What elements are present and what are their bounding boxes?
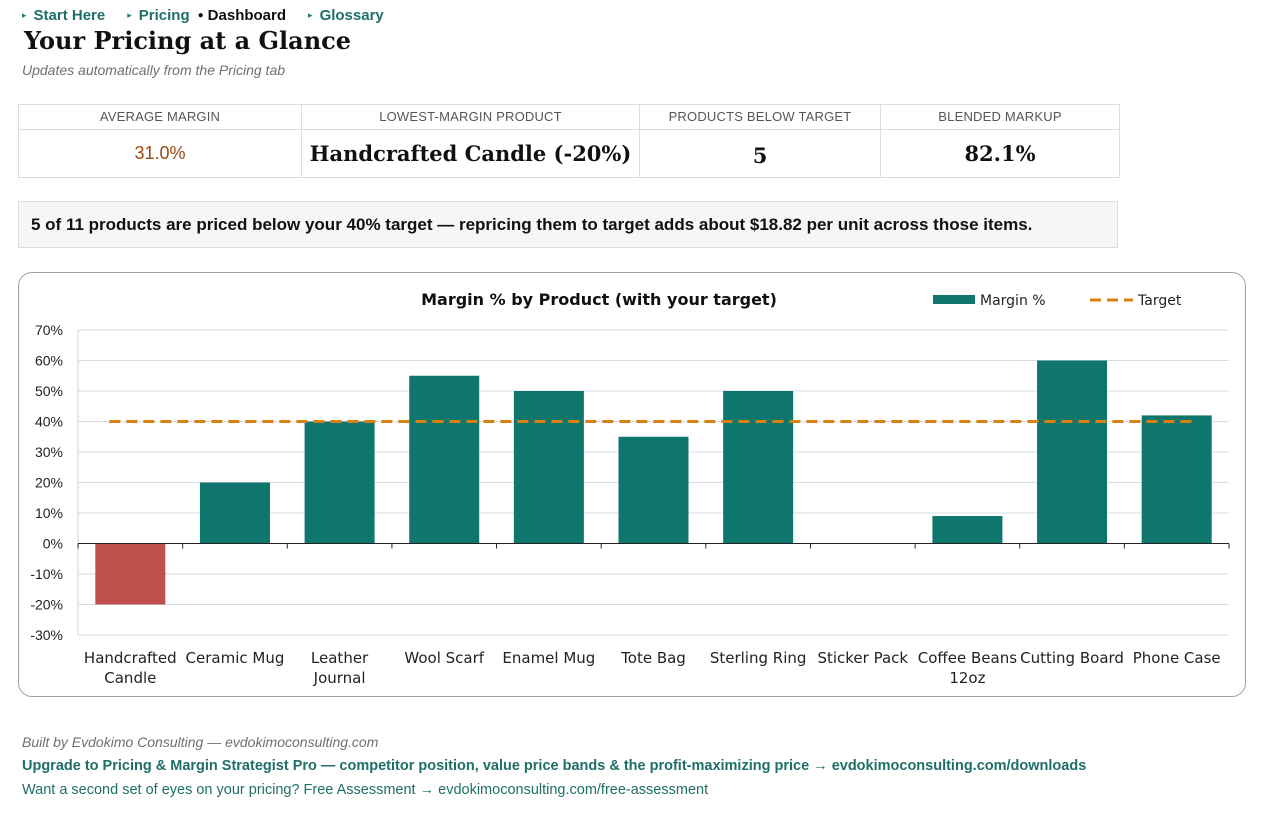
category-label: Tote Bag (620, 649, 686, 667)
legend-label-margin: Margin % (980, 293, 1046, 309)
footer-credit: Built by Evdokimo Consulting — evdokimoc… (22, 734, 379, 750)
y-tick-label: -20% (30, 597, 63, 613)
legend-swatch-margin (933, 295, 975, 304)
y-tick-label: 20% (35, 475, 63, 491)
category-label: Enamel Mug (502, 649, 595, 667)
bar (304, 421, 375, 544)
nav-link-glossary[interactable]: ▸ Glossary (308, 7, 384, 24)
bar (723, 391, 794, 544)
bar (409, 375, 480, 544)
y-tick-label: 0% (43, 536, 63, 552)
y-tick-label: 70% (35, 322, 63, 338)
y-tick-label: 60% (35, 353, 63, 369)
kpi-value: 31.0% (134, 143, 186, 163)
free-assessment-link[interactable]: Want a second set of eyes on your pricin… (22, 782, 709, 798)
category-label: Candle (104, 669, 156, 687)
y-tick-label: -30% (30, 627, 63, 643)
bar (932, 516, 1003, 544)
bar (1141, 415, 1212, 544)
page-title: Your Pricing at a Glance (24, 26, 352, 55)
kpi-value: 82.1% (964, 141, 1036, 166)
category-label: Cutting Board (1020, 649, 1124, 667)
category-label: Handcrafted (84, 649, 177, 667)
category-label: Ceramic Mug (186, 649, 285, 667)
kpi-value: 5 (752, 143, 768, 168)
category-label: Wool Scarf (404, 649, 484, 667)
nav-link-pricing[interactable]: ▸ Pricing (127, 7, 189, 24)
margin-chart-svg: -30% -20% -10% 0% 10% 20% 30% 40% 50% 60% 70% Handc… (30, 290, 1230, 687)
nav-link-label: Start Here (33, 6, 106, 24)
y-tick-label: -10% (30, 566, 63, 582)
nav-bar: ▸ Start Here ▸ Pricing ● Dashboard ▸ Glo… (22, 5, 406, 25)
kpi-products-below-target: PRODUCTS BELOW TARGET 5 (640, 105, 881, 177)
nav-link-label: Dashboard (207, 6, 287, 24)
y-tick-label: 50% (35, 383, 63, 399)
margin-chart: -30% -20% -10% 0% 10% 20% 30% 40% 50% 60% 70% Handc… (18, 272, 1246, 697)
kpi-value: Handcrafted Candle (-20%) (309, 141, 632, 166)
legend-label-target: Target (1137, 293, 1182, 309)
bar (513, 391, 584, 544)
bar (1037, 360, 1108, 544)
category-label: 12oz (949, 669, 985, 687)
repricing-summary-banner: 5 of 11 products are priced below your 4… (18, 201, 1118, 248)
y-tick-label: 30% (35, 444, 63, 460)
chart-title: Margin % by Product (with your target) (421, 290, 777, 309)
kpi-lowest-margin-product: LOWEST-MARGIN PRODUCT Handcrafted Candle… (302, 105, 640, 177)
triangle-right-icon: ▸ (308, 9, 313, 20)
triangle-right-icon: ▸ (22, 9, 27, 20)
category-label: Sticker Pack (817, 649, 908, 667)
triangle-right-icon: ▸ (127, 9, 132, 20)
bar (618, 436, 689, 544)
bar (95, 543, 166, 605)
kpi-blended-markup: BLENDED MARKUP 82.1% (881, 105, 1119, 177)
y-tick-label: 10% (35, 505, 63, 521)
nav-current-dashboard: ● Dashboard (198, 7, 286, 24)
bullet-dot-icon: ● (197, 9, 204, 21)
page-subtitle: Updates automatically from the Pricing t… (22, 62, 286, 78)
category-label: Leather (311, 649, 369, 667)
category-label: Phone Case (1133, 649, 1221, 667)
nav-link-label: Glossary (319, 6, 384, 24)
nav-link-label: Pricing (138, 6, 190, 24)
kpi-label: PRODUCTS BELOW TARGET (640, 105, 880, 130)
upgrade-link[interactable]: Upgrade to Pricing & Margin Strategist P… (22, 758, 1087, 774)
kpi-average-margin: AVERAGE MARGIN 31.0% (19, 105, 302, 177)
bar (199, 482, 270, 544)
nav-link-start-here[interactable]: ▸ Start Here (22, 7, 105, 24)
kpi-label: AVERAGE MARGIN (19, 105, 301, 130)
kpi-label: BLENDED MARKUP (881, 105, 1119, 130)
kpi-strip: AVERAGE MARGIN 31.0% LOWEST-MARGIN PRODU… (18, 104, 1120, 178)
y-tick-label: 40% (35, 414, 63, 430)
kpi-label: LOWEST-MARGIN PRODUCT (302, 105, 639, 130)
category-label: Journal (313, 669, 366, 687)
category-label: Sterling Ring (710, 649, 807, 667)
category-label: Coffee Beans (918, 649, 1017, 667)
